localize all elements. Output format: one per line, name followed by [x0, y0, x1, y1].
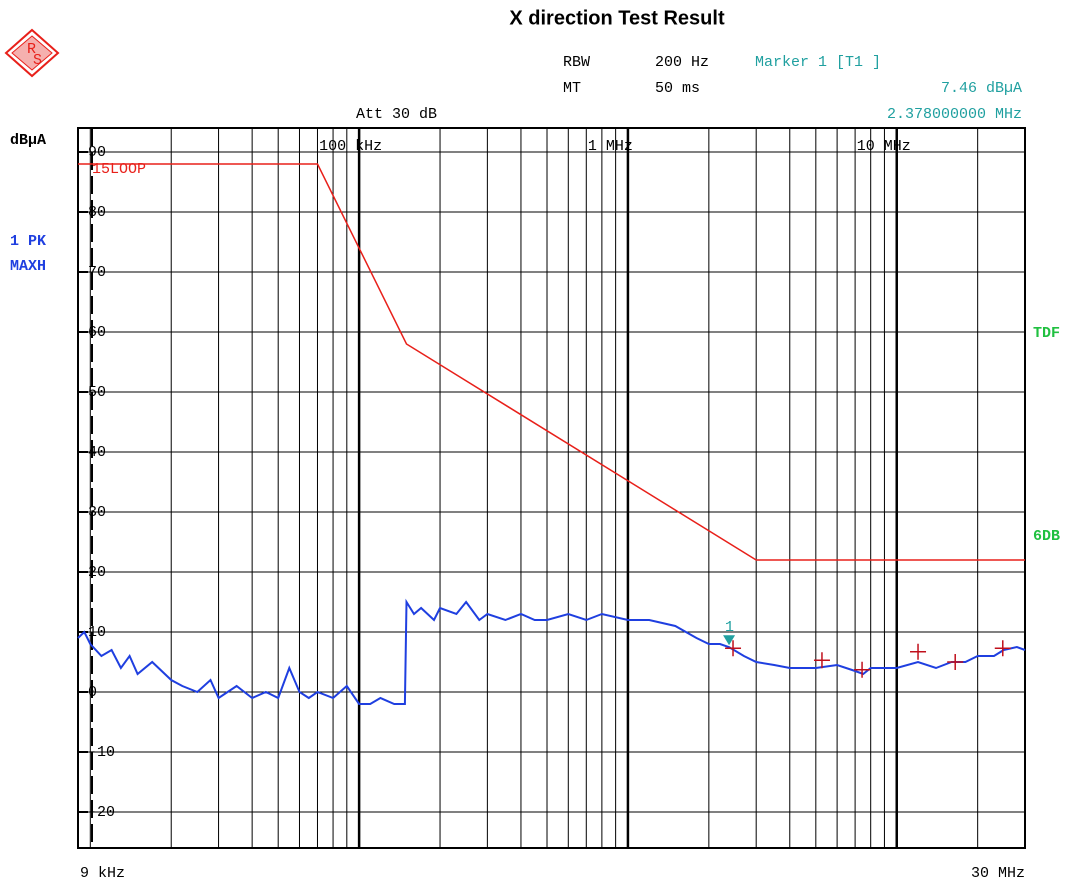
- y-tick-label: 10: [88, 624, 106, 641]
- x-start-label: 9 kHz: [80, 865, 125, 882]
- y-tick-label: 30: [88, 504, 106, 521]
- y-tick-label: 90: [88, 144, 106, 161]
- logo-letter: R: [27, 41, 36, 58]
- y-tick-label: -10: [88, 744, 115, 761]
- y-tick-label: 70: [88, 264, 106, 281]
- peak-marker: [947, 654, 964, 670]
- attenuation: Att 30 dB: [356, 106, 437, 123]
- marker-triangle: [723, 635, 736, 646]
- marker-frequency: 2.378000000 MHz: [887, 106, 1022, 123]
- y-unit: dBµA: [10, 132, 46, 149]
- x-tick-label: 10 MHz: [857, 138, 911, 155]
- y-tick-label: 50: [88, 384, 106, 401]
- setting-name: RBW: [563, 54, 590, 71]
- peak-marker: [854, 661, 871, 678]
- limit-label: 15LOOP: [92, 161, 146, 178]
- y-tick-label: 20: [88, 564, 106, 581]
- setting-value: 50 ms: [655, 80, 700, 97]
- marker-name: Marker 1 [T1 ]: [755, 54, 881, 71]
- peak-marker: [725, 640, 742, 657]
- chart-title: X direction Test Result: [509, 7, 725, 29]
- logo: R S: [4, 28, 60, 78]
- logo-letter: S: [33, 52, 42, 69]
- plot-frame: [77, 127, 1026, 849]
- y-tick-label: 0: [88, 684, 97, 701]
- limit-line: [78, 163, 1025, 561]
- x-tick-label: 1 MHz: [588, 138, 633, 155]
- logo-inner: [11, 35, 53, 71]
- setting-name: MT: [563, 80, 581, 97]
- side-label: TDF: [1033, 325, 1060, 342]
- x-tick-label: 100 kHz: [319, 138, 382, 155]
- peak-marker: [994, 640, 1011, 657]
- setting-value: 200 Hz: [655, 54, 709, 71]
- peak-marker: [813, 652, 830, 669]
- logo-diamond: [4, 28, 60, 78]
- y-tick-label: 80: [88, 204, 106, 221]
- trace-label: 1 PK: [10, 233, 46, 250]
- trace: [77, 598, 1026, 705]
- y-tick-label: -20: [88, 804, 115, 821]
- trace-label: MAXH: [10, 258, 46, 275]
- marker-value: 7.46 dBµA: [941, 80, 1022, 97]
- y-tick-label: 60: [88, 324, 106, 341]
- y-tick-label: 40: [88, 444, 106, 461]
- peak-marker: [910, 643, 927, 660]
- marker-id: 1: [725, 619, 734, 636]
- side-label: 6DB: [1033, 528, 1060, 545]
- x-stop-label: 30 MHz: [971, 865, 1025, 882]
